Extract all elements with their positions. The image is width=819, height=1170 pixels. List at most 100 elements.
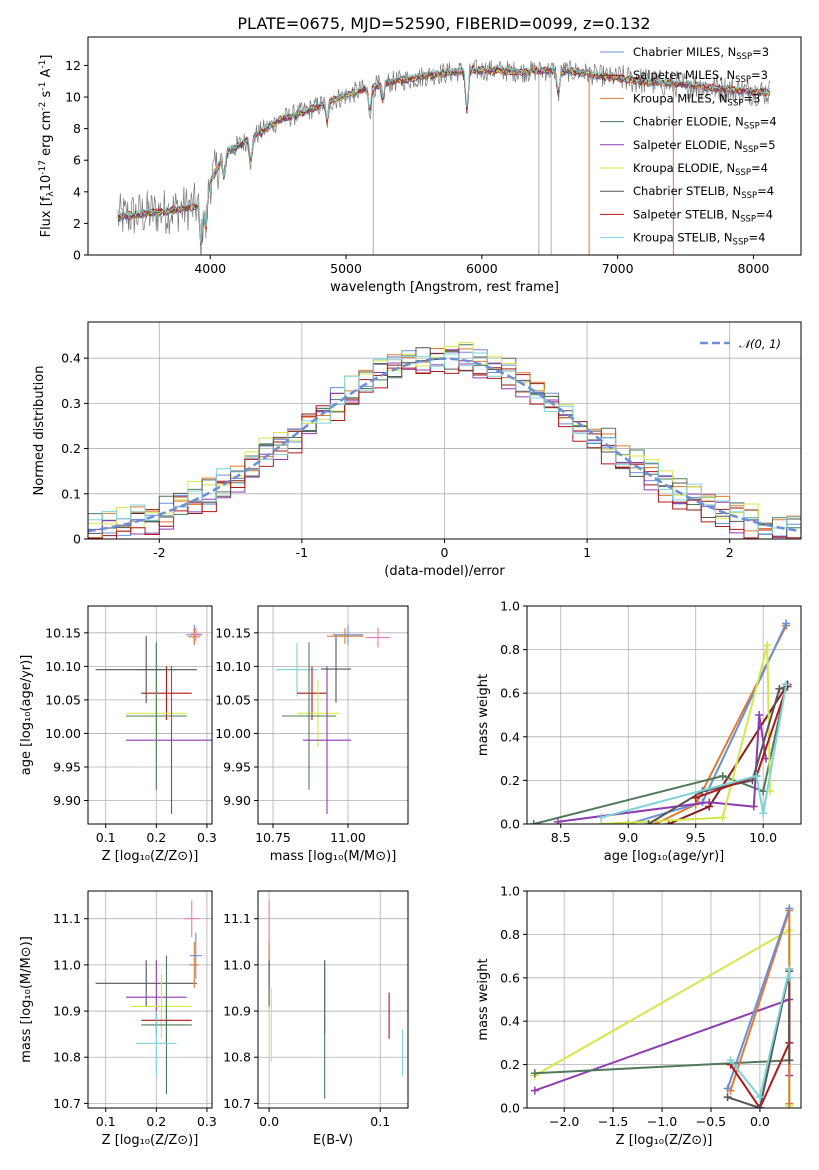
data-point-marker xyxy=(759,809,768,818)
data-point-marker xyxy=(785,904,794,913)
mass-vs-metallicity-panel: 0.1 0.2 0.3 10.7 10.8 10.9 11.0 11.1 Z [log₁₀(Z/… xyxy=(19,890,217,1148)
residual-histogram-panel: -2 -1 0 1 2 0 0.1 0.2 0.3 0.4 (data-model)/error No… xyxy=(32,321,802,579)
y-tick-label: 9.95 xyxy=(53,759,81,774)
y-tick-label: 0.0 xyxy=(500,817,520,832)
y-tick-label: 10.8 xyxy=(53,1050,81,1065)
data-point-marker xyxy=(763,641,772,650)
y-tick-label: 9.90 xyxy=(53,793,81,808)
y-tick-label: 0 xyxy=(73,248,81,263)
figure-title: PLATE=0675, MJD=52590, FIBERID=0099, z=0… xyxy=(237,14,650,33)
y-tick-label: 10.00 xyxy=(215,726,251,741)
data-point-marker xyxy=(785,1056,794,1065)
normal-curve-line xyxy=(88,357,801,533)
axes-frame xyxy=(257,605,409,825)
x-axis-label: Z [log₁₀(Z/Z⊙)] xyxy=(102,849,199,864)
y-tick-label: 10.10 xyxy=(45,659,81,674)
data-point-marker xyxy=(755,1104,764,1108)
y-tick-label: 0.8 xyxy=(500,927,520,942)
x-tick-label: 4000 xyxy=(194,261,226,276)
axes-frame xyxy=(526,605,802,825)
errorbar-group xyxy=(276,624,390,814)
x-axis-label: Z [log₁₀(Z/Z⊙)] xyxy=(616,1133,713,1148)
axes-frame xyxy=(257,890,409,1109)
x-tick-label: 0.1 xyxy=(370,1114,390,1129)
x-tick-label: −2.0 xyxy=(549,1114,579,1129)
axes-frame xyxy=(526,890,802,1109)
data-point-marker xyxy=(718,772,727,781)
series-line xyxy=(729,968,791,1100)
x-tick-label: 6000 xyxy=(466,261,498,276)
y-tick-label: 0.0 xyxy=(500,1101,520,1116)
data-point-marker xyxy=(723,1084,732,1093)
y-tick-label: 10.9 xyxy=(223,1004,251,1019)
y-tick-label: 10.05 xyxy=(215,692,251,707)
y-tick-label: 11.1 xyxy=(53,911,81,926)
data-point-marker xyxy=(597,813,606,822)
axes-frame xyxy=(87,605,213,825)
y-tick-label: 10.05 xyxy=(45,692,81,707)
x-tick-label: 0.1 xyxy=(96,830,116,845)
data-point-marker xyxy=(705,798,714,807)
data-point-marker xyxy=(755,711,764,719)
histogram-step-line xyxy=(88,342,801,529)
y-tick-label: 0.2 xyxy=(61,441,81,456)
y-tick-label: 0.6 xyxy=(500,686,520,701)
y-tick-label: 11.0 xyxy=(223,957,251,972)
data-point-marker xyxy=(775,684,784,693)
series-line xyxy=(534,1059,790,1075)
data-point-marker xyxy=(723,1093,732,1102)
series-line xyxy=(533,684,788,824)
data-point-marker xyxy=(718,813,727,822)
x-tick-label: 8000 xyxy=(738,261,770,276)
data-point-marker xyxy=(785,973,794,982)
y-tick-label: 0.8 xyxy=(500,642,520,657)
data-point-marker xyxy=(530,1069,539,1078)
age-vs-mass-panel: 10.75 11.00 9.90 9.95 10.00 10.05 10.10 10.15 ma… xyxy=(215,605,409,864)
y-tick-label: 0.6 xyxy=(500,970,520,985)
axes-frame xyxy=(87,321,802,540)
x-tick-label: 9.0 xyxy=(618,830,638,845)
y-tick-label: 8 xyxy=(73,121,81,136)
mass-vs-ebv-panel: 0.0 0.1 10.7 10.8 10.9 11.0 11.1 E(B-V) xyxy=(223,890,409,1148)
y-axis-label: mass weight xyxy=(476,958,491,1040)
y-tick-label: 0.4 xyxy=(500,1014,520,1029)
y-tick-label: 10.8 xyxy=(223,1050,251,1065)
y-tick-label: 10.00 xyxy=(45,726,81,741)
y-tick-label: 9.95 xyxy=(223,759,251,774)
y-axis-label: Flux [fλ10-17 erg cm-2 s-1 A-1] xyxy=(38,55,56,238)
x-tick-label: 0.0 xyxy=(259,1114,279,1129)
y-tick-label: 10 xyxy=(65,90,81,105)
data-point-marker xyxy=(530,1086,539,1095)
y-tick-label: 0.2 xyxy=(500,1057,520,1072)
x-tick-label: 11.00 xyxy=(330,830,366,845)
y-tick-label: 1.0 xyxy=(500,599,520,614)
data-point-marker xyxy=(782,619,791,628)
x-axis-label: Z [log₁₀(Z/Z⊙)] xyxy=(102,1133,199,1148)
x-tick-label: 10.75 xyxy=(255,830,291,845)
data-point-marker xyxy=(782,680,791,689)
y-tick-label: 9.90 xyxy=(223,793,251,808)
x-tick-label: 2 xyxy=(726,545,734,560)
data-point-marker xyxy=(785,1099,794,1108)
x-tick-label: 0.0 xyxy=(750,1114,770,1129)
data-point-marker xyxy=(755,1093,764,1102)
data-point-marker xyxy=(554,817,563,824)
x-tick-label: 0 xyxy=(441,545,449,560)
y-tick-label: 10.7 xyxy=(223,1096,251,1111)
y-tick-label: 12 xyxy=(65,58,81,73)
series-line xyxy=(727,971,791,1108)
x-tick-label: 0.3 xyxy=(197,830,217,845)
data-point-marker xyxy=(691,793,700,802)
y-axis-label: age [log₁₀(age/yr)] xyxy=(19,655,34,776)
y-tick-label: 4 xyxy=(73,184,81,199)
y-tick-label: 10.9 xyxy=(53,1004,81,1019)
y-tick-label: 0 xyxy=(73,532,81,547)
y-tick-label: 0.4 xyxy=(61,351,81,366)
y-axis-label: mass weight xyxy=(476,674,491,756)
x-axis-label: age [log₁₀(age/yr)] xyxy=(604,849,725,864)
data-point-marker xyxy=(752,772,761,781)
errorbar-group xyxy=(95,624,212,814)
x-tick-label: −1.5 xyxy=(598,1114,628,1129)
data-point-marker xyxy=(529,820,538,824)
